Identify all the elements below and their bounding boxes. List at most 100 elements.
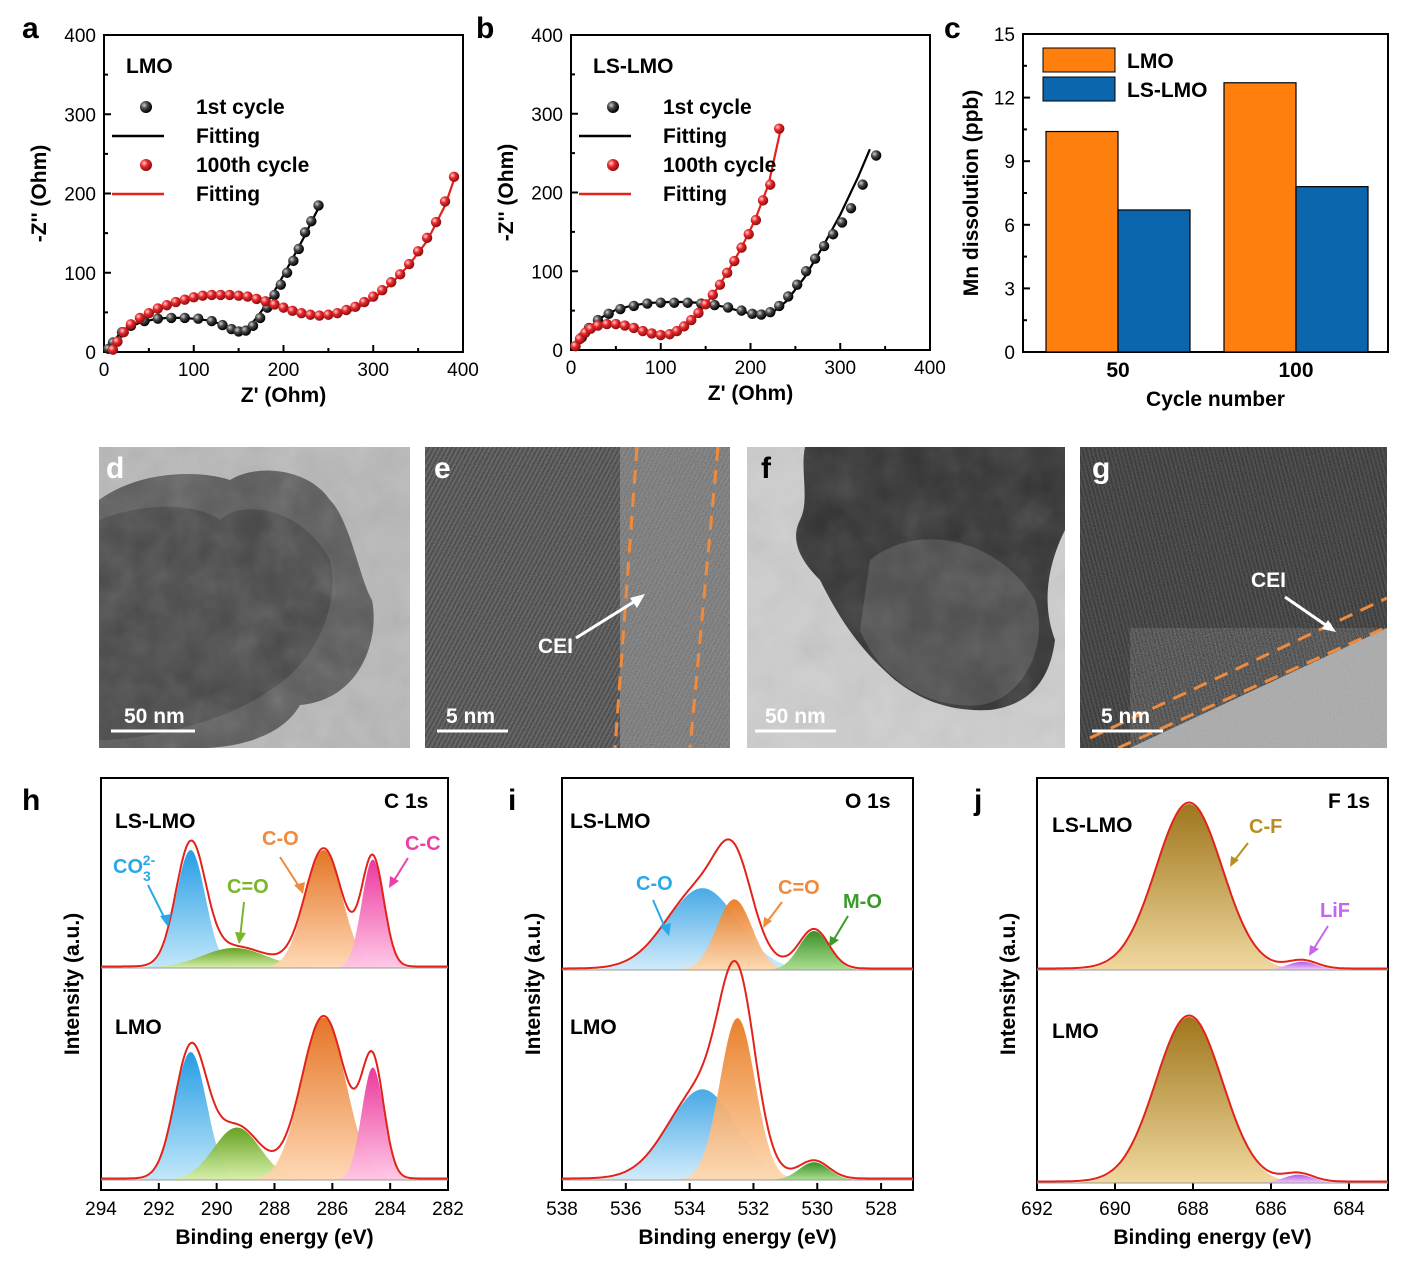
data-point xyxy=(293,243,304,255)
data-point xyxy=(269,299,280,310)
legend-label: 1st cycle xyxy=(196,96,285,119)
data-point xyxy=(166,312,177,324)
data-point xyxy=(118,326,129,338)
data-point xyxy=(233,290,244,301)
annotation-co: C-O xyxy=(262,828,299,850)
annotation-lif: LiF xyxy=(1320,900,1350,922)
tem-image-e: CEI e 5 nm xyxy=(425,447,730,748)
cei-arrow xyxy=(575,596,641,640)
data-point xyxy=(275,279,287,290)
legend-label: 100th cycle xyxy=(663,154,776,177)
data-point xyxy=(646,328,657,339)
annotation-arrowhead xyxy=(1309,945,1319,956)
data-point xyxy=(774,123,785,134)
annotation-arrowhead xyxy=(763,917,772,928)
legend-label: LS-LMO xyxy=(1127,79,1207,102)
data-point xyxy=(260,296,271,307)
peak-fill xyxy=(1037,1017,1388,1183)
data-point xyxy=(743,229,754,240)
plot-title: O 1s xyxy=(845,790,891,813)
data-point xyxy=(152,303,164,314)
annotation-arrow xyxy=(766,901,783,923)
x-tick-label: 686 xyxy=(1255,1199,1287,1220)
panel-label-d: d xyxy=(106,452,124,485)
y-tick-label: 100 xyxy=(531,262,563,283)
sample-label: LS-LMO xyxy=(570,810,650,833)
x-tick-label: 690 xyxy=(1099,1199,1131,1220)
x-tick-label: 292 xyxy=(143,1199,175,1220)
peak-fill xyxy=(1037,961,1388,970)
sample-label: LS-LMO xyxy=(1052,814,1132,837)
data-point xyxy=(179,294,190,305)
data-point xyxy=(827,229,839,240)
data-point xyxy=(125,319,137,330)
annotation-cc: C-C xyxy=(405,833,441,855)
y-tick-label: 0 xyxy=(85,343,96,364)
x-axis-label: Z' (Ohm) xyxy=(708,382,793,405)
x-axis-label: Binding energy (eV) xyxy=(1113,1226,1311,1249)
data-point xyxy=(655,297,666,308)
data-point xyxy=(197,290,208,301)
data-point xyxy=(809,253,821,264)
x-tick-label: 0 xyxy=(566,358,577,379)
plot-i-o1s: 538 536 534 532 530 528 Binding energy (eV) Int… xyxy=(522,777,914,1249)
x-axis-label: Binding energy (eV) xyxy=(638,1226,836,1249)
data-point xyxy=(247,320,259,332)
annotation-ceq: C=O xyxy=(227,876,269,898)
x-tick-label: 100 xyxy=(1278,359,1313,382)
envelope-line xyxy=(562,838,913,970)
x-tick-label: 536 xyxy=(610,1199,642,1220)
peak-fill xyxy=(562,899,913,970)
peak-fill xyxy=(1037,804,1388,970)
data-point xyxy=(323,309,334,320)
data-point xyxy=(377,284,388,296)
x-tick-label: 538 xyxy=(546,1199,578,1220)
data-point xyxy=(161,300,173,311)
cei-label-e: CEI xyxy=(538,635,573,658)
y-tick-label: 15 xyxy=(994,25,1015,46)
data-point xyxy=(774,300,785,312)
data-point xyxy=(421,232,433,244)
annotation-co3: CO32- xyxy=(113,852,156,884)
panel-label-h: h xyxy=(22,784,40,817)
legend-marker xyxy=(140,159,152,171)
y-tick-label: 0 xyxy=(552,341,563,362)
annotation-co3-sup: 2- xyxy=(143,852,156,868)
y-tick-label: 0 xyxy=(1004,343,1015,364)
cei-boundary-line xyxy=(613,447,639,748)
panel-label-f: f xyxy=(761,452,772,485)
plot-h-c1s: 294 292 290 288 286 284 282 Binding energy (eV)… xyxy=(61,777,464,1249)
data-point xyxy=(412,246,424,257)
data-point xyxy=(669,297,680,308)
sample-label: LMO xyxy=(115,1016,162,1039)
plot-b-lslmo-eis: 0 100 200 300 400 0 100 200 300 400 Z' (Ohm) -Z'' (… xyxy=(495,26,946,405)
panel-label-i: i xyxy=(508,784,516,817)
data-point xyxy=(359,296,370,308)
data-point xyxy=(603,308,614,319)
peak-fill xyxy=(101,1067,448,1180)
data-point xyxy=(765,307,776,318)
x-tick-label: 534 xyxy=(674,1199,706,1220)
x-tick-label: 528 xyxy=(865,1199,897,1220)
data-point xyxy=(314,310,325,321)
peak-fill xyxy=(1037,1174,1388,1183)
data-point xyxy=(306,216,317,227)
data-point xyxy=(642,298,653,309)
x-tick-label: 294 xyxy=(85,1199,117,1220)
data-point xyxy=(592,320,604,331)
peak-fill xyxy=(101,859,448,968)
data-point xyxy=(791,279,803,290)
x-axis-label: Z' (Ohm) xyxy=(241,384,326,407)
data-point xyxy=(269,289,280,301)
annotation-arrow xyxy=(239,901,245,939)
envelope-line xyxy=(101,1014,448,1180)
sample-label: LMO xyxy=(570,1016,617,1039)
panel-label-g: g xyxy=(1092,452,1110,485)
data-point xyxy=(709,299,720,311)
data-point xyxy=(818,240,830,252)
panel-label-b: b xyxy=(476,12,494,45)
plot-title: LMO xyxy=(126,55,173,78)
data-point xyxy=(610,318,622,330)
x-tick-label: 290 xyxy=(201,1199,233,1220)
